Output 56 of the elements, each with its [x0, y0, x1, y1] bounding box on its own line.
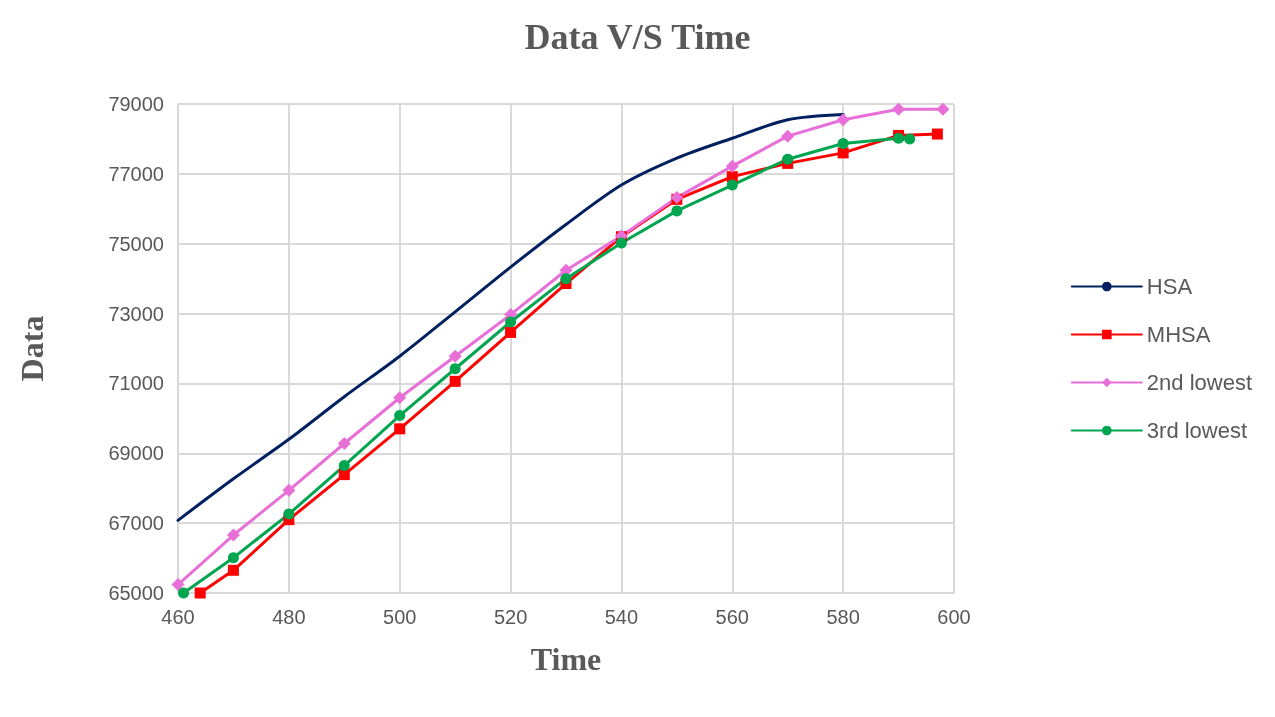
point [931, 128, 943, 140]
y-tick-label: 65000 [108, 582, 164, 604]
legend-label: 2nd lowest [1146, 370, 1253, 395]
point [394, 410, 406, 422]
x-tick-label: 580 [826, 606, 860, 628]
point [338, 460, 350, 472]
point [337, 437, 351, 451]
point [904, 133, 916, 145]
point [394, 423, 406, 435]
point [194, 587, 206, 599]
point [505, 316, 517, 328]
y-tick-label: 75000 [108, 232, 164, 255]
point [837, 137, 849, 149]
point [282, 483, 296, 497]
point [671, 205, 683, 217]
x-tick-label: 560 [715, 606, 749, 628]
y-tick-label: 77000 [108, 162, 164, 185]
point [338, 469, 350, 481]
point [393, 391, 407, 405]
point [726, 179, 738, 191]
point [892, 102, 906, 116]
chart-title: Data V/S Time [524, 17, 751, 57]
legend-label: 3rd lowest [1146, 418, 1248, 443]
point [448, 349, 462, 363]
point [227, 564, 239, 576]
x-axis-title: Time [530, 641, 602, 677]
x-tick-label: 480 [272, 606, 306, 628]
point [836, 113, 850, 127]
point [505, 326, 517, 338]
point [837, 147, 849, 159]
point [781, 129, 795, 143]
point [227, 552, 239, 564]
point [178, 587, 190, 599]
point [560, 273, 572, 285]
x-tick-label: 540 [604, 606, 639, 628]
y-tick-label: 71000 [108, 372, 164, 395]
x-tick-label: 520 [493, 606, 528, 628]
y-tick-label: 79000 [108, 93, 164, 115]
x-tick-label: 460 [161, 606, 195, 628]
point [936, 102, 950, 116]
legend-label: MHSA [1146, 322, 1211, 347]
x-tick-label: 500 [383, 606, 417, 628]
point [782, 153, 794, 165]
point [615, 237, 627, 249]
point [725, 159, 739, 173]
point [449, 363, 461, 375]
legend-label: HSA [1146, 274, 1193, 299]
y-tick-label: 69000 [108, 442, 164, 465]
point [449, 375, 461, 387]
y-tick-label: 67000 [108, 512, 164, 535]
point [226, 528, 240, 542]
point [283, 508, 295, 520]
x-tick-label: 600 [937, 606, 971, 628]
y-axis-title: Data [14, 315, 50, 382]
y-tick-label: 73000 [108, 302, 164, 325]
point [171, 578, 185, 592]
